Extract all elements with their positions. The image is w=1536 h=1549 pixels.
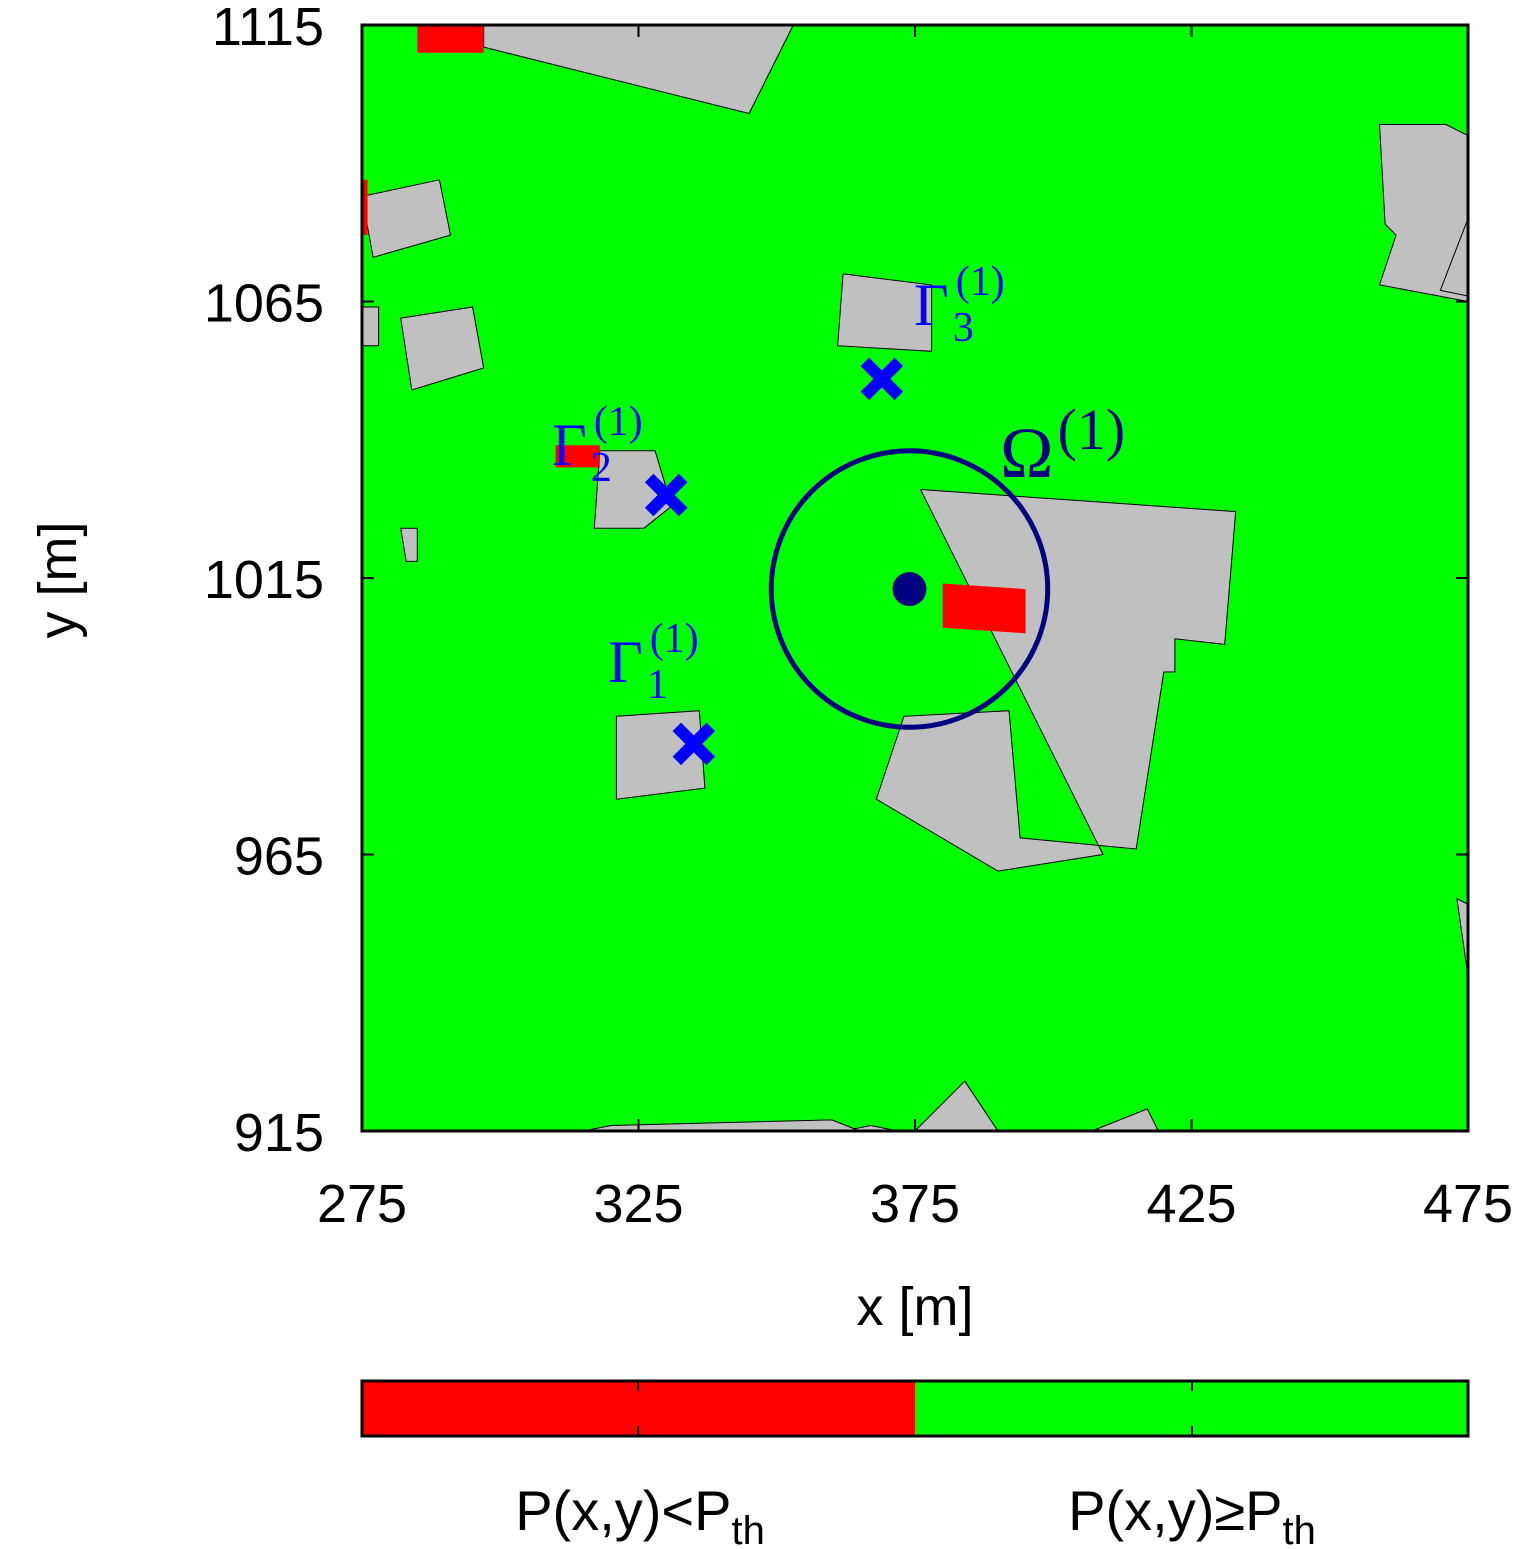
legend-frame	[360, 1379, 1470, 1438]
omega-circle	[768, 448, 1051, 730]
y-tick-label: 915	[234, 1103, 324, 1163]
x-tick-label: 375	[870, 1174, 960, 1234]
gamma-1-sub: 1	[647, 662, 668, 708]
omega-center-point	[892, 572, 927, 607]
x-tick-label: 275	[317, 1174, 407, 1234]
gamma-3-label: Γ 3 (1)	[914, 259, 1005, 351]
omega-label-base: Ω	[1000, 413, 1054, 493]
building	[914, 1080, 999, 1131]
legend-above-base: P(x,y)≥P	[1068, 1479, 1282, 1542]
gamma-cross-stroke	[860, 357, 904, 401]
gamma-2-sup: (1)	[594, 399, 643, 445]
legend-below-base: P(x,y)<P	[515, 1479, 731, 1542]
building	[362, 179, 452, 258]
plot-area	[362, 25, 1468, 1131]
y-tick-label: 1015	[204, 550, 324, 610]
low-power-region	[417, 25, 484, 53]
building	[400, 306, 485, 391]
gamma-3-marker	[860, 357, 904, 401]
omega-label: Ω (1)	[1000, 397, 1125, 493]
gamma-2-base: Γ	[552, 412, 587, 478]
y-tick-label: 965	[234, 827, 324, 887]
legend-below-sub: th	[731, 1509, 764, 1549]
building	[875, 488, 1237, 872]
x-tick-label: 475	[1423, 1174, 1513, 1234]
gamma-3-base: Γ	[914, 272, 949, 338]
building	[615, 710, 706, 800]
building	[837, 273, 933, 352]
gamma-2-sub: 2	[591, 445, 612, 491]
building	[583, 1119, 860, 1131]
gamma-2-marker	[644, 473, 688, 517]
x-tick-label: 425	[1146, 1174, 1236, 1234]
gamma-1-marker	[672, 722, 716, 766]
building	[1456, 897, 1468, 977]
gamma-1-sup: (1)	[650, 616, 699, 662]
gamma-cross-stroke	[644, 473, 688, 517]
gamma-3-sub: 3	[953, 305, 974, 351]
low-power-region	[555, 445, 600, 468]
legend-above-label: P(x,y)≥Pth	[1068, 1479, 1316, 1549]
building	[1091, 1108, 1159, 1131]
y-tick-label: 1065	[204, 274, 324, 334]
building	[1378, 124, 1468, 303]
gamma-1-base: Γ	[608, 629, 643, 695]
gamma-3-sup: (1)	[956, 259, 1005, 305]
gamma-cross-stroke	[672, 722, 716, 766]
legend-above-sub: th	[1282, 1509, 1315, 1549]
y-tick-label: 1115	[212, 0, 324, 57]
axis-ticks: 275 325 375 425 475 915 965 1015 1065 1115	[204, 0, 1513, 1234]
x-tick-label: 325	[593, 1174, 683, 1234]
building	[1439, 218, 1468, 297]
building	[400, 527, 418, 562]
legend-below-label: P(x,y)<Pth	[515, 1479, 765, 1549]
building	[362, 306, 380, 347]
gamma-1-label: Γ 1 (1)	[608, 616, 699, 708]
y-axis-label: y [m]	[28, 522, 88, 639]
low-power-region	[942, 583, 1026, 634]
gamma-2-label: Γ 2 (1)	[552, 399, 643, 491]
omega-label-sup: (1)	[1058, 397, 1126, 462]
x-axis-label: x [m]	[857, 1277, 974, 1337]
color-legend: P(x,y)<Pth P(x,y)≥Pth	[360, 1379, 1470, 1549]
